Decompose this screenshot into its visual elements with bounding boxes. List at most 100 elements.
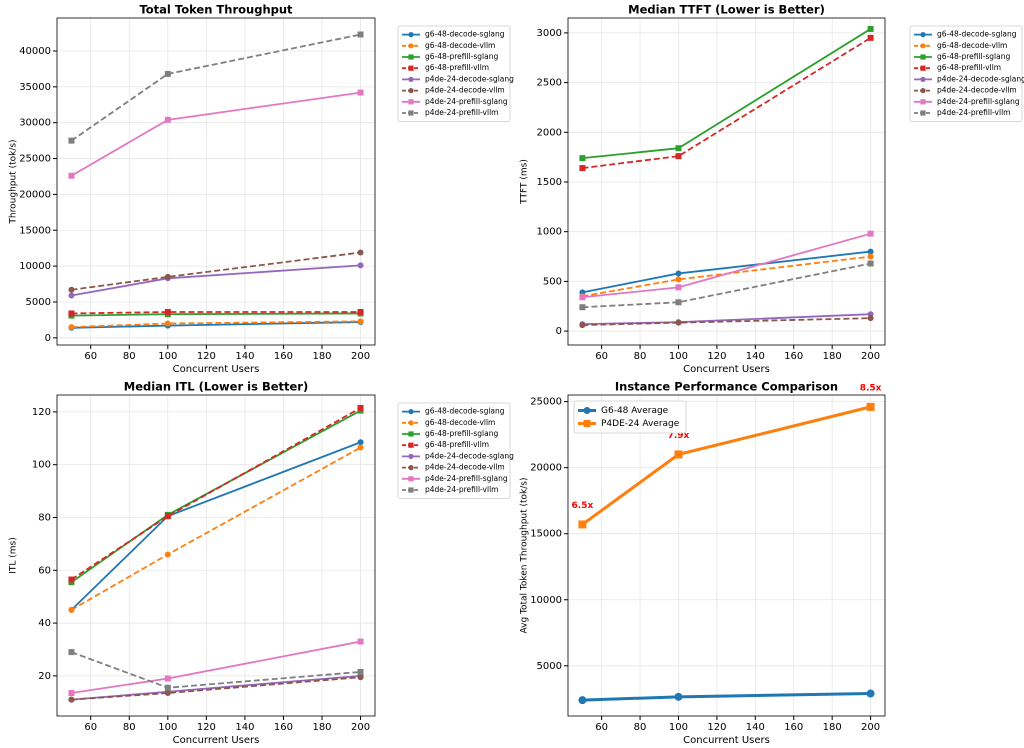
- series-line: [71, 446, 361, 611]
- legend-label: p4de-24-prefill-sglang: [937, 97, 1020, 106]
- y-tick-label: 35000: [19, 82, 51, 93]
- legend-label: g6-48-prefill-vllm: [937, 63, 1001, 72]
- series-line: [70, 33, 361, 142]
- data-point: [68, 172, 75, 179]
- data-point: [164, 309, 171, 316]
- data-point: [164, 273, 171, 280]
- legend-marker: [408, 420, 414, 426]
- legend-label: p4de-24-prefill-vllm: [425, 485, 498, 494]
- chart-title: Total Token Throughput: [139, 3, 293, 17]
- legend-label: g6-48-prefill-vllm: [425, 440, 489, 449]
- y-axis-label: ITL (ms): [9, 537, 19, 574]
- series-line: [582, 28, 872, 160]
- x-tick-label: 60: [595, 351, 608, 362]
- x-tick-label: 160: [784, 722, 803, 733]
- legend-label: p4de-24-decode-sglang: [425, 74, 514, 83]
- data-point: [357, 668, 364, 675]
- x-tick-label: 180: [312, 351, 331, 362]
- annotation: 8.5x: [860, 383, 882, 393]
- data-point: [164, 320, 171, 327]
- legend-marker: [920, 76, 926, 82]
- x-tick-label: 200: [861, 722, 880, 733]
- legend-label: g6-48-decode-vllm: [937, 41, 1007, 50]
- x-tick-label: 120: [707, 722, 726, 733]
- x-tick-label: 80: [123, 722, 136, 733]
- data-point: [675, 299, 682, 306]
- x-tick-label: 80: [634, 351, 647, 362]
- x-tick-label: 120: [197, 722, 216, 733]
- data-point: [578, 696, 587, 705]
- x-tick-label: 60: [84, 722, 97, 733]
- data-point: [867, 25, 874, 32]
- y-tick-label: 15000: [19, 225, 51, 236]
- data-point: [357, 262, 364, 269]
- x-axis-label: Concurrent Users: [683, 364, 770, 375]
- legend-label: g6-48-prefill-sglang: [425, 52, 498, 61]
- legend-marker: [920, 110, 926, 116]
- data-point: [357, 309, 364, 316]
- series-line: [71, 91, 361, 177]
- legend-label: p4de-24-prefill-vllm: [937, 108, 1010, 117]
- data-point: [357, 89, 364, 96]
- data-point: [866, 689, 875, 698]
- y-tick-label: 120: [32, 407, 51, 418]
- legend-label: g6-48-decode-sglang: [425, 30, 505, 39]
- data-point: [164, 70, 171, 77]
- series-line: [70, 409, 361, 583]
- series-line: [71, 311, 361, 315]
- x-tick-label: 80: [634, 722, 647, 733]
- data-point: [68, 696, 75, 703]
- legend-label: p4de-24-decode-sglang: [937, 74, 1024, 83]
- legend-label: p4de-24-decode-vllm: [425, 86, 505, 95]
- x-tick-label: 100: [158, 722, 177, 733]
- plot-frame: [56, 17, 376, 346]
- legend-label: P4DE-24 Average: [601, 419, 680, 429]
- series-line: [582, 255, 871, 298]
- legend-box: [573, 400, 687, 434]
- data-point: [357, 638, 364, 645]
- x-axis-label: Concurrent Users: [173, 735, 260, 746]
- plot-frame: [567, 394, 886, 717]
- legend-marker: [920, 99, 926, 105]
- data-point: [674, 692, 683, 701]
- x-tick-label: 140: [235, 351, 254, 362]
- x-tick-label: 180: [312, 722, 331, 733]
- data-point: [867, 230, 874, 237]
- x-tick-label: 180: [823, 351, 842, 362]
- y-tick-label: 30000: [19, 118, 51, 129]
- chart-title: Median ITL (Lower is Better): [124, 380, 308, 394]
- legend-marker: [920, 43, 926, 49]
- x-tick-label: 180: [823, 722, 842, 733]
- x-tick-label: 160: [274, 351, 293, 362]
- data-point: [164, 684, 171, 691]
- annotation: 6.5x: [572, 501, 594, 511]
- legend-marker: [583, 407, 591, 414]
- legend-label: g6-48-decode-vllm: [425, 418, 495, 427]
- data-point: [675, 145, 682, 152]
- legend-label: p4de-24-prefill-sglang: [425, 474, 508, 483]
- y-tick-label: 10000: [530, 595, 562, 606]
- data-point: [68, 310, 75, 317]
- x-tick-label: 160: [274, 722, 293, 733]
- data-point: [578, 520, 587, 529]
- y-tick-label: 80: [38, 512, 51, 523]
- data-point: [68, 324, 75, 331]
- series-line: [71, 676, 361, 701]
- data-point: [579, 322, 586, 329]
- x-tick-label: 120: [197, 351, 216, 362]
- data-point: [675, 319, 682, 326]
- legend-box: [909, 25, 1023, 122]
- data-point: [675, 270, 682, 277]
- legend-box: [397, 25, 511, 122]
- data-point: [68, 606, 75, 613]
- x-tick-label: 160: [784, 351, 803, 362]
- x-tick-label: 200: [861, 351, 880, 362]
- data-point: [675, 276, 682, 283]
- data-point: [357, 318, 364, 325]
- data-point: [164, 675, 171, 682]
- x-tick-label: 100: [158, 351, 177, 362]
- legend-label: G6-48 Average: [601, 406, 669, 416]
- y-tick-label: 25000: [530, 397, 562, 408]
- legend-label: p4de-24-decode-sglang: [425, 451, 514, 460]
- y-axis-label: Throughput (tok/s): [9, 139, 19, 224]
